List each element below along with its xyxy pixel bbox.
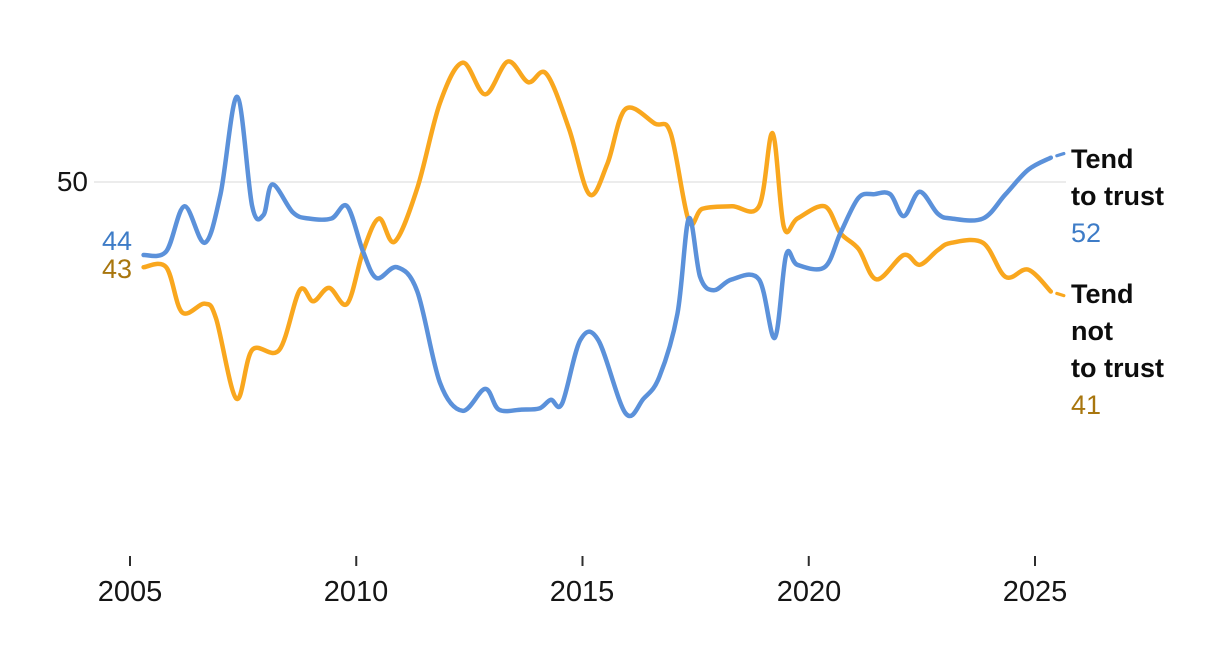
trust-line <box>141 94 1054 419</box>
legend-distrust-line1: Tend <box>1071 279 1134 309</box>
y-gridline-label: 50 <box>56 166 88 197</box>
legend-tend-to-trust: Tend to trust 52 <box>1071 141 1217 252</box>
x-tick-label-2010: 2010 <box>323 576 389 608</box>
legend-distrust-line2: not <box>1071 316 1113 346</box>
trust-leader-dash <box>1055 151 1066 158</box>
legend-distrust-line3: to trust <box>1071 353 1164 383</box>
distrust-leader-dash <box>1055 291 1066 298</box>
trust-start-value-label: 44 <box>102 226 133 256</box>
trust-end-value-label: 52 <box>1071 218 1102 248</box>
x-tick-label-2020: 2020 <box>776 576 842 608</box>
legend-tend-not-to-trust: Tend not to trust 41 <box>1071 276 1217 424</box>
x-tick-label-2015: 2015 <box>549 576 615 608</box>
distrust-start-value-label: 43 <box>102 254 133 284</box>
x-tick-label-2005: 2005 <box>97 576 163 608</box>
legend-trust-line2: to trust <box>1071 181 1164 211</box>
legend-trust-line1: Tend <box>1071 144 1134 174</box>
x-tick-label-2025: 2025 <box>1002 576 1068 608</box>
distrust-line <box>141 59 1054 401</box>
distrust-end-value-label: 41 <box>1071 390 1102 420</box>
